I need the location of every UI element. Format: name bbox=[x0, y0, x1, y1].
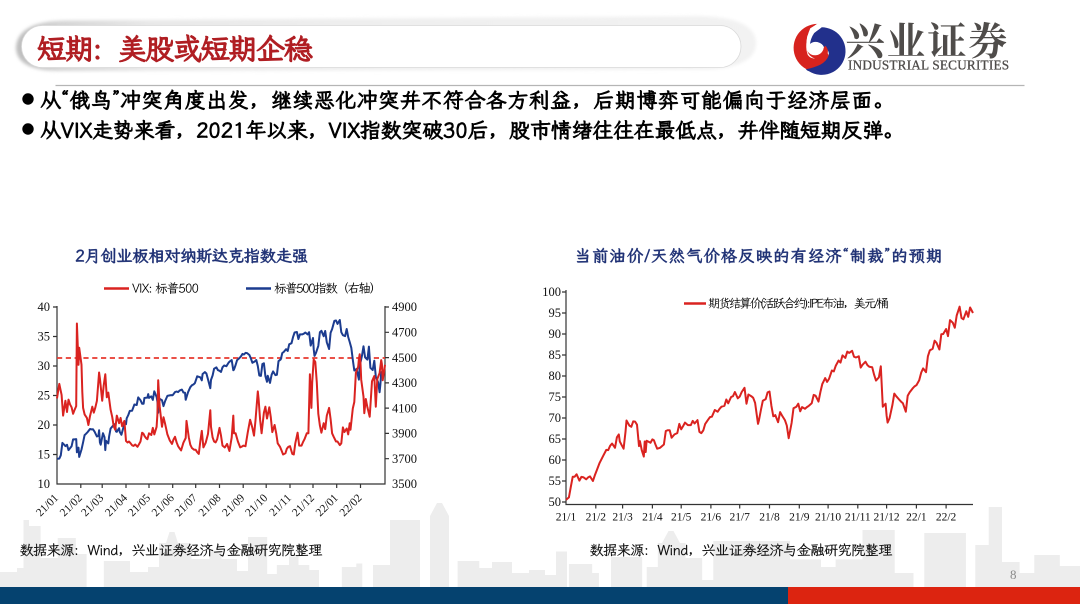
svg-text:25: 25 bbox=[38, 389, 51, 403]
svg-text:21/11: 21/11 bbox=[845, 512, 871, 524]
svg-text:21/2: 21/2 bbox=[586, 512, 607, 524]
svg-text:4900: 4900 bbox=[392, 300, 417, 314]
svg-text:55: 55 bbox=[549, 474, 562, 488]
svg-text:21/12: 21/12 bbox=[873, 512, 899, 524]
svg-text:4500: 4500 bbox=[392, 351, 417, 365]
svg-text:95: 95 bbox=[549, 306, 562, 320]
svg-text:21/10: 21/10 bbox=[815, 512, 841, 524]
svg-text:35: 35 bbox=[38, 330, 51, 344]
svg-text:21/7: 21/7 bbox=[729, 512, 750, 524]
svg-text:21/8: 21/8 bbox=[759, 512, 780, 524]
svg-text:INDUSTRIAL SECURITIES: INDUSTRIAL SECURITIES bbox=[848, 57, 1009, 72]
svg-text:4300: 4300 bbox=[392, 376, 417, 390]
svg-text:4700: 4700 bbox=[392, 326, 417, 340]
svg-text:40: 40 bbox=[38, 300, 51, 314]
svg-text:70: 70 bbox=[549, 411, 562, 425]
svg-text:22/1: 22/1 bbox=[906, 512, 927, 524]
svg-text:3500: 3500 bbox=[392, 477, 417, 491]
svg-text:90: 90 bbox=[549, 327, 562, 341]
svg-text:21/4: 21/4 bbox=[642, 512, 663, 524]
svg-text:65: 65 bbox=[549, 432, 562, 446]
svg-text:30: 30 bbox=[38, 359, 51, 373]
svg-text:15: 15 bbox=[38, 448, 51, 462]
svg-text:3700: 3700 bbox=[392, 452, 417, 466]
svg-text:3900: 3900 bbox=[392, 427, 417, 441]
svg-text:21/3: 21/3 bbox=[612, 512, 633, 524]
svg-text:21/6: 21/6 bbox=[701, 512, 722, 524]
svg-text:75: 75 bbox=[549, 390, 562, 404]
svg-text:80: 80 bbox=[549, 369, 562, 383]
svg-text:8: 8 bbox=[1010, 567, 1017, 582]
svg-text:22/2: 22/2 bbox=[936, 512, 957, 524]
svg-text:50: 50 bbox=[549, 495, 562, 509]
svg-text:60: 60 bbox=[549, 453, 562, 467]
svg-text:21/1: 21/1 bbox=[556, 512, 577, 524]
svg-text:21/9: 21/9 bbox=[789, 512, 810, 524]
svg-text:4100: 4100 bbox=[392, 401, 417, 415]
svg-text:21/5: 21/5 bbox=[671, 512, 692, 524]
svg-text:10: 10 bbox=[38, 477, 51, 491]
svg-text:100: 100 bbox=[542, 285, 561, 299]
svg-text:85: 85 bbox=[549, 348, 562, 362]
svg-text:20: 20 bbox=[38, 418, 51, 432]
